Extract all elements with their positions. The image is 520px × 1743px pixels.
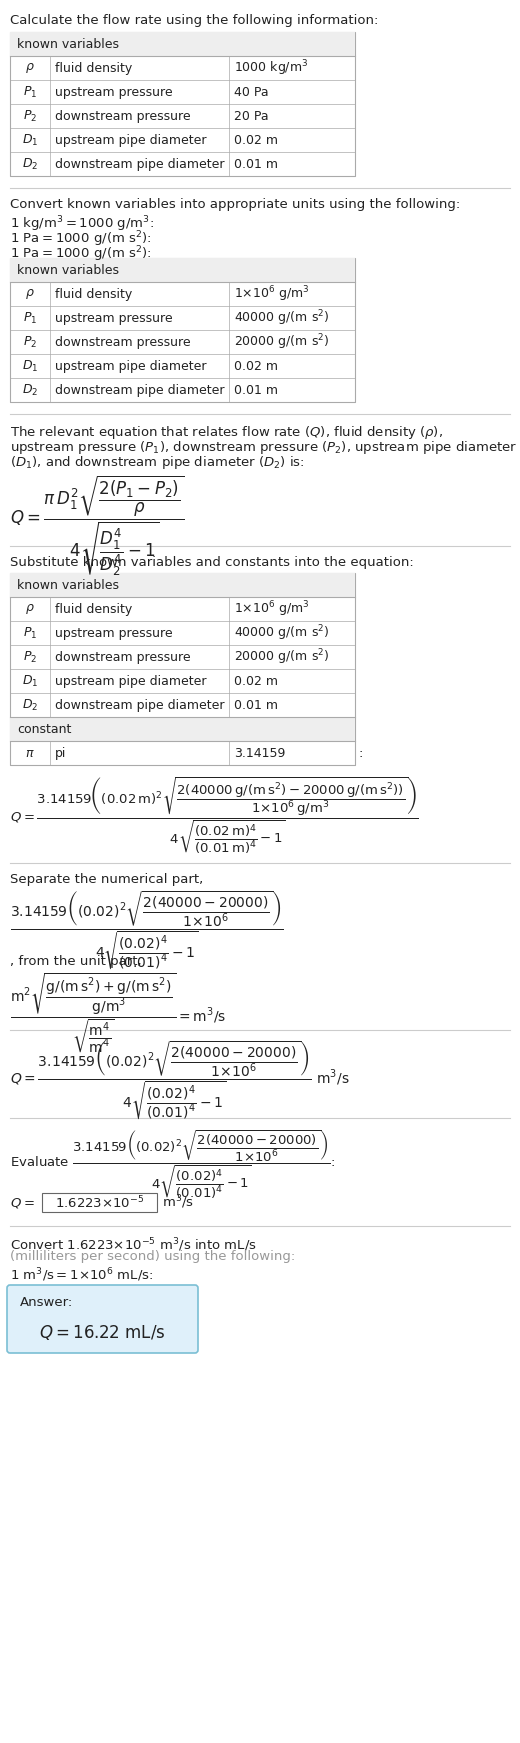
Bar (10, 31, 355, 176)
Text: $\rho$: $\rho$ (25, 61, 35, 75)
Bar (10, 258, 355, 282)
Text: 40 Pa: 40 Pa (234, 85, 269, 99)
Text: 0.02 m: 0.02 m (234, 134, 278, 146)
Text: upstream pressure ($P_1$), downstream pressure ($P_2$), upstream pipe diameter: upstream pressure ($P_1$), downstream pr… (10, 439, 517, 457)
Text: downstream pipe diameter: downstream pipe diameter (55, 699, 224, 711)
Text: 0.02 m: 0.02 m (234, 675, 278, 687)
Text: $1{\times}10^6\ \mathregular{g/m}^3$: $1{\times}10^6\ \mathregular{g/m}^3$ (234, 600, 310, 619)
Text: Substitute known variables and constants into the equation:: Substitute known variables and constants… (10, 556, 414, 568)
Text: $1\ \mathregular{m}^3\mathregular{/s} = 1{\times}10^6\ \mathregular{mL/s}$:: $1\ \mathregular{m}^3\mathregular{/s} = … (10, 1265, 153, 1283)
Text: $20000\ \mathregular{g/(m\ s}^2)$: $20000\ \mathregular{g/(m\ s}^2)$ (234, 647, 330, 668)
Text: Convert $1.6223{\times}10^{-5}\ \mathregular{m}^3\mathregular{/s}$ into mL/s: Convert $1.6223{\times}10^{-5}\ \mathreg… (10, 1236, 257, 1253)
Text: $P_1$: $P_1$ (23, 84, 37, 99)
Text: $1{\times}10^6\ \mathregular{g/m}^3$: $1{\times}10^6\ \mathregular{g/m}^3$ (234, 284, 310, 303)
Text: ($D_1$), and downstream pipe diameter ($D_2$) is:: ($D_1$), and downstream pipe diameter ($… (10, 453, 305, 471)
Text: $P_1$: $P_1$ (23, 310, 37, 326)
Text: 20 Pa: 20 Pa (234, 110, 269, 122)
Text: downstream pressure: downstream pressure (55, 650, 190, 664)
Text: $D_1$: $D_1$ (22, 132, 38, 148)
Text: Answer:: Answer: (20, 1295, 73, 1309)
Bar (10, 31, 355, 56)
Text: known variables: known variables (17, 38, 119, 51)
Text: $\rho$: $\rho$ (25, 601, 35, 615)
Text: downstream pressure: downstream pressure (55, 110, 190, 122)
Text: upstream pressure: upstream pressure (55, 626, 172, 640)
Text: upstream pressure: upstream pressure (55, 312, 172, 324)
Text: upstream pressure: upstream pressure (55, 85, 172, 99)
Bar (10, 573, 355, 765)
Bar (10, 573, 355, 598)
Text: $P_2$: $P_2$ (23, 335, 37, 350)
Text: upstream pipe diameter: upstream pipe diameter (55, 359, 206, 373)
Text: Convert known variables into appropriate units using the following:: Convert known variables into appropriate… (10, 199, 460, 211)
Text: $1.6223{\times}10^{-5}$: $1.6223{\times}10^{-5}$ (55, 1194, 144, 1211)
Text: Separate the numerical part,: Separate the numerical part, (10, 873, 203, 885)
Text: $1\ \mathregular{Pa} = 1000\ \mathregular{g/(m\ s}^2)$:: $1\ \mathregular{Pa} = 1000\ \mathregula… (10, 228, 152, 249)
Text: Calculate the flow rate using the following information:: Calculate the flow rate using the follow… (10, 14, 379, 26)
Text: downstream pressure: downstream pressure (55, 335, 190, 349)
Text: :: : (359, 746, 363, 760)
Text: $Q = \dfrac{3.14159\left((0.02\,\mathregular{m})^2\sqrt{\dfrac{2(40000\,\mathreg: $Q = \dfrac{3.14159\left((0.02\,\mathreg… (10, 776, 419, 854)
Text: $Q = \dfrac{\pi\, D_1^2 \sqrt{\dfrac{2\left(P_1-P_2\right)}{\rho}}}{4\sqrt{\dfra: $Q = \dfrac{\pi\, D_1^2 \sqrt{\dfrac{2\l… (10, 474, 185, 579)
Text: known variables: known variables (17, 263, 119, 277)
Text: $P_2$: $P_2$ (23, 650, 37, 664)
Text: $D_2$: $D_2$ (22, 157, 38, 171)
Text: $\pi$: $\pi$ (25, 746, 35, 760)
Text: $Q=$: $Q=$ (10, 1196, 35, 1210)
Text: $1\ \mathregular{kg/m}^3 = 1000\ \mathregular{g/m}^3$:: $1\ \mathregular{kg/m}^3 = 1000\ \mathre… (10, 214, 154, 234)
Text: $P_1$: $P_1$ (23, 626, 37, 640)
Text: $D_1$: $D_1$ (22, 359, 38, 373)
Text: $\dfrac{\mathregular{m}^2\sqrt{\dfrac{\mathregular{g/(m\,s}^2)+\mathregular{g/(m: $\dfrac{\mathregular{m}^2\sqrt{\dfrac{\m… (10, 973, 226, 1055)
Text: The relevant equation that relates flow rate ($Q$), fluid density ($\rho$),: The relevant equation that relates flow … (10, 424, 443, 441)
Text: known variables: known variables (17, 579, 119, 591)
Text: (milliliters per second) using the following:: (milliliters per second) using the follo… (10, 1250, 295, 1264)
Text: 3.14159: 3.14159 (234, 746, 285, 760)
Text: 0.01 m: 0.01 m (234, 157, 278, 171)
Text: 1000 kg/m$^3$: 1000 kg/m$^3$ (234, 58, 308, 78)
Text: constant: constant (17, 723, 71, 736)
Text: $D_1$: $D_1$ (22, 673, 38, 688)
Text: $P_2$: $P_2$ (23, 108, 37, 124)
FancyBboxPatch shape (7, 1285, 198, 1353)
Text: , from the unit part,: , from the unit part, (10, 955, 141, 967)
Text: $\mathregular{m}^3\mathregular{/s}$: $\mathregular{m}^3\mathregular{/s}$ (162, 1194, 194, 1211)
Text: 0.01 m: 0.01 m (234, 383, 278, 396)
Text: downstream pipe diameter: downstream pipe diameter (55, 383, 224, 396)
Text: $\dfrac{3.14159\left((0.02)^2\sqrt{\dfrac{2(40000-20000)}{1{\times}10^6}}\right): $\dfrac{3.14159\left((0.02)^2\sqrt{\dfra… (10, 891, 284, 971)
Text: fluid density: fluid density (55, 61, 132, 75)
Text: fluid density: fluid density (55, 288, 132, 300)
Text: $40000\ \mathregular{g/(m\ s}^2)$: $40000\ \mathregular{g/(m\ s}^2)$ (234, 624, 330, 643)
Text: Evaluate $\dfrac{3.14159\left((0.02)^2\sqrt{\dfrac{2(40000-20000)}{1{\times}10^6: Evaluate $\dfrac{3.14159\left((0.02)^2\s… (10, 1128, 335, 1199)
Text: $D_2$: $D_2$ (22, 382, 38, 397)
Text: $1\ \mathregular{Pa} = 1000\ \mathregular{g/(m\ s}^2)$:: $1\ \mathregular{Pa} = 1000\ \mathregula… (10, 244, 152, 263)
Text: pi: pi (55, 746, 66, 760)
Bar (10, 258, 355, 403)
Bar (42, 1192, 157, 1211)
Text: $20000\ \mathregular{g/(m\ s}^2)$: $20000\ \mathregular{g/(m\ s}^2)$ (234, 333, 330, 352)
Text: fluid density: fluid density (55, 603, 132, 615)
Text: downstream pipe diameter: downstream pipe diameter (55, 157, 224, 171)
Text: $\rho$: $\rho$ (25, 288, 35, 302)
Text: $D_2$: $D_2$ (22, 697, 38, 713)
Text: upstream pipe diameter: upstream pipe diameter (55, 675, 206, 687)
Text: 0.01 m: 0.01 m (234, 699, 278, 711)
Text: upstream pipe diameter: upstream pipe diameter (55, 134, 206, 146)
Text: 0.02 m: 0.02 m (234, 359, 278, 373)
Text: $40000\ \mathregular{g/(m\ s}^2)$: $40000\ \mathregular{g/(m\ s}^2)$ (234, 309, 330, 328)
Bar (10, 716, 355, 741)
Text: $Q = 16.22\ \mathregular{mL/s}$: $Q = 16.22\ \mathregular{mL/s}$ (39, 1323, 166, 1342)
Text: $Q = \dfrac{3.14159\left((0.02)^2\sqrt{\dfrac{2(40000-20000)}{1{\times}10^6}}\ri: $Q = \dfrac{3.14159\left((0.02)^2\sqrt{\… (10, 1041, 349, 1121)
